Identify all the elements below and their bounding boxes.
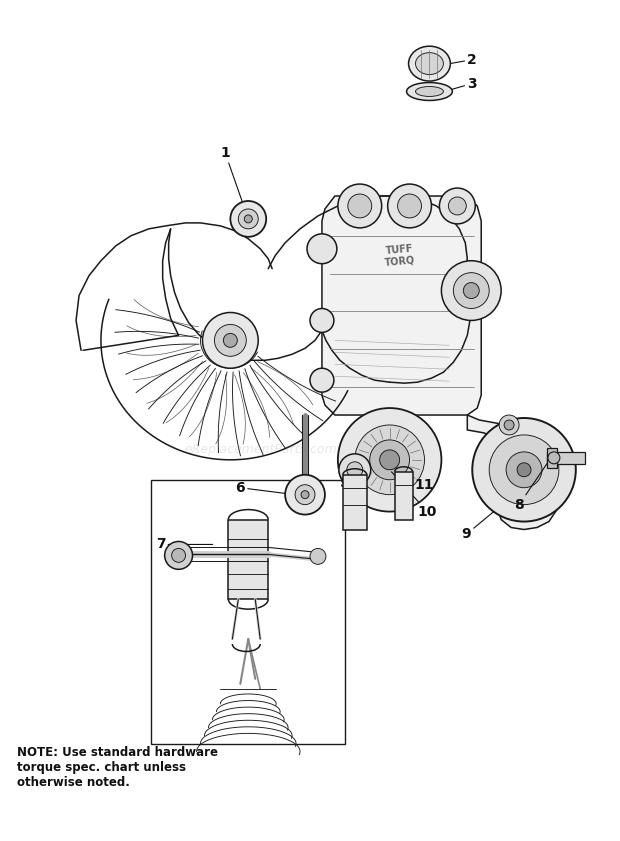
Text: 7: 7 [156,537,213,552]
Ellipse shape [409,46,450,81]
Circle shape [172,548,185,563]
Bar [547,452,585,463]
Text: 5: 5 [340,476,350,495]
Circle shape [339,454,371,486]
Circle shape [223,333,237,347]
Circle shape [504,420,514,430]
Circle shape [463,283,479,299]
Circle shape [472,418,576,521]
Text: eReplacementParts.com: eReplacementParts.com [184,443,337,457]
Circle shape [244,215,252,223]
Bar [343,475,367,530]
Circle shape [203,313,259,368]
Text: 3: 3 [447,77,477,91]
Text: 6: 6 [236,481,292,495]
Circle shape [348,194,372,218]
Bar [151,479,345,743]
Circle shape [379,450,400,470]
Ellipse shape [415,53,443,75]
Circle shape [310,309,334,332]
Bar [228,520,268,599]
Circle shape [370,440,410,479]
Polygon shape [322,196,481,415]
Circle shape [310,368,334,392]
Circle shape [347,462,363,478]
Text: TUFF
TORQ: TUFF TORQ [383,244,416,267]
Circle shape [506,452,542,488]
Bar [547,448,557,468]
Text: 10: 10 [391,472,437,519]
Circle shape [548,452,560,463]
Circle shape [448,197,466,215]
Polygon shape [467,415,557,530]
Circle shape [285,475,325,515]
Circle shape [388,184,432,228]
Circle shape [517,463,531,477]
Circle shape [355,425,425,495]
Circle shape [301,490,309,499]
Circle shape [238,209,259,229]
Ellipse shape [407,82,453,100]
Circle shape [489,435,559,505]
Circle shape [397,194,422,218]
Circle shape [165,542,193,569]
Text: 2: 2 [447,53,477,66]
Circle shape [307,234,337,264]
Text: 8: 8 [514,460,549,511]
Circle shape [231,201,266,237]
Text: 11: 11 [406,478,434,492]
Circle shape [310,548,326,564]
Text: 4: 4 [340,458,353,472]
Circle shape [453,272,489,309]
Circle shape [441,261,501,320]
Bar [394,472,412,520]
Text: NOTE: Use standard hardware
torque spec. chart unless
otherwise noted.: NOTE: Use standard hardware torque spec.… [17,746,218,790]
Text: 1: 1 [220,146,247,216]
Circle shape [295,484,315,505]
Circle shape [440,188,476,224]
Circle shape [338,184,382,228]
Ellipse shape [415,87,443,97]
Circle shape [499,415,519,435]
Circle shape [338,408,441,511]
Text: 9: 9 [461,511,494,542]
Circle shape [215,325,246,357]
